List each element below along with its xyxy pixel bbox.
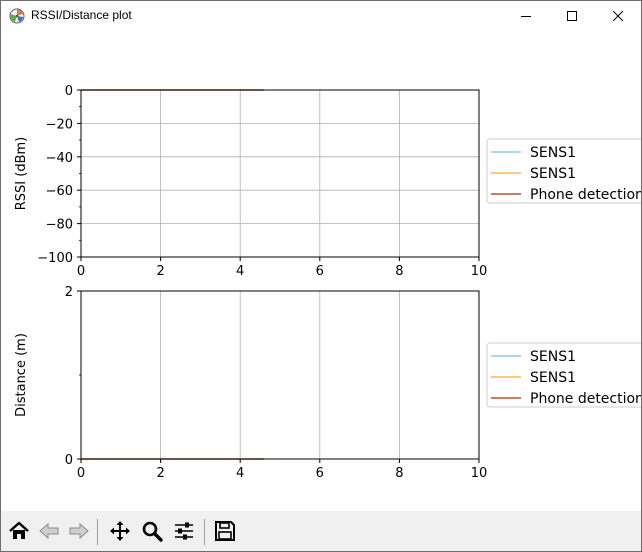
title-bar[interactable]: RSSI/Distance plot [1, 1, 641, 31]
x-tick-label: 0 [77, 466, 85, 481]
x-tick-label: 10 [471, 264, 488, 279]
maximize-icon [567, 11, 577, 21]
y-tick-label: 0 [65, 84, 73, 99]
legend-label: SENS1 [530, 166, 576, 182]
back-arrow-icon [39, 522, 59, 540]
x-tick-label: 0 [77, 264, 85, 279]
x-tick-label: 8 [395, 466, 403, 481]
legend-label: SENS1 [530, 349, 576, 365]
close-button[interactable] [595, 1, 641, 31]
y-tick-label: −80 [46, 218, 73, 233]
x-tick-label: 10 [471, 466, 488, 481]
x-tick-label: 2 [156, 264, 164, 279]
legend-label: SENS1 [530, 370, 576, 386]
close-icon [612, 10, 624, 22]
legend-label: Phone detection [530, 187, 641, 203]
forward-arrow-icon [69, 522, 89, 540]
configure-subplots-button[interactable] [171, 518, 197, 544]
x-tick-label: 8 [395, 264, 403, 279]
maximize-button[interactable] [549, 1, 595, 31]
save-floppy-icon [215, 521, 235, 541]
y-tick-label: 2 [65, 285, 73, 300]
x-tick-label: 2 [156, 466, 164, 481]
zoom-button[interactable] [139, 518, 165, 544]
zoom-magnifier-icon [142, 521, 163, 542]
figure-canvas[interactable]: 0 2 4 6 8 10 0 −20 −40 −60 −80 −100 RSSI (dBm) SENS1 S… [1, 31, 641, 511]
home-button[interactable] [6, 518, 32, 544]
pan-button[interactable] [107, 518, 133, 544]
matplotlib-app-icon [9, 8, 25, 24]
window-title: RSSI/Distance plot [31, 8, 132, 22]
navigation-toolbar [1, 511, 641, 551]
y-tick-label: −20 [46, 117, 73, 132]
y-axis-title: RSSI (dBm) [14, 137, 29, 210]
toolbar-separator [204, 519, 205, 545]
x-tick-label: 4 [236, 264, 244, 279]
legend-box [486, 342, 641, 408]
axes-frame [80, 290, 480, 460]
y-tick-label: 0 [65, 453, 73, 468]
home-icon [9, 521, 29, 539]
minimize-icon [521, 16, 531, 17]
legend-label: SENS1 [530, 145, 576, 161]
subplots-config-icon [175, 522, 193, 540]
legend-label: Phone detection [530, 391, 641, 407]
x-tick-label: 6 [316, 264, 324, 279]
legend-box [486, 138, 641, 204]
minimize-button[interactable] [503, 1, 549, 31]
forward-button[interactable] [66, 518, 92, 544]
x-tick-label: 6 [316, 466, 324, 481]
x-tick-label: 4 [236, 466, 244, 481]
toolbar-separator [97, 519, 98, 545]
save-button[interactable] [212, 518, 238, 544]
pan-move-icon [110, 521, 130, 541]
y-tick-label: −40 [46, 151, 73, 166]
y-tick-label: −100 [37, 251, 73, 266]
y-axis-title: Distance (m) [14, 333, 29, 417]
y-tick-label: −60 [46, 184, 73, 199]
back-button[interactable] [36, 518, 62, 544]
axes-frame [80, 89, 480, 258]
